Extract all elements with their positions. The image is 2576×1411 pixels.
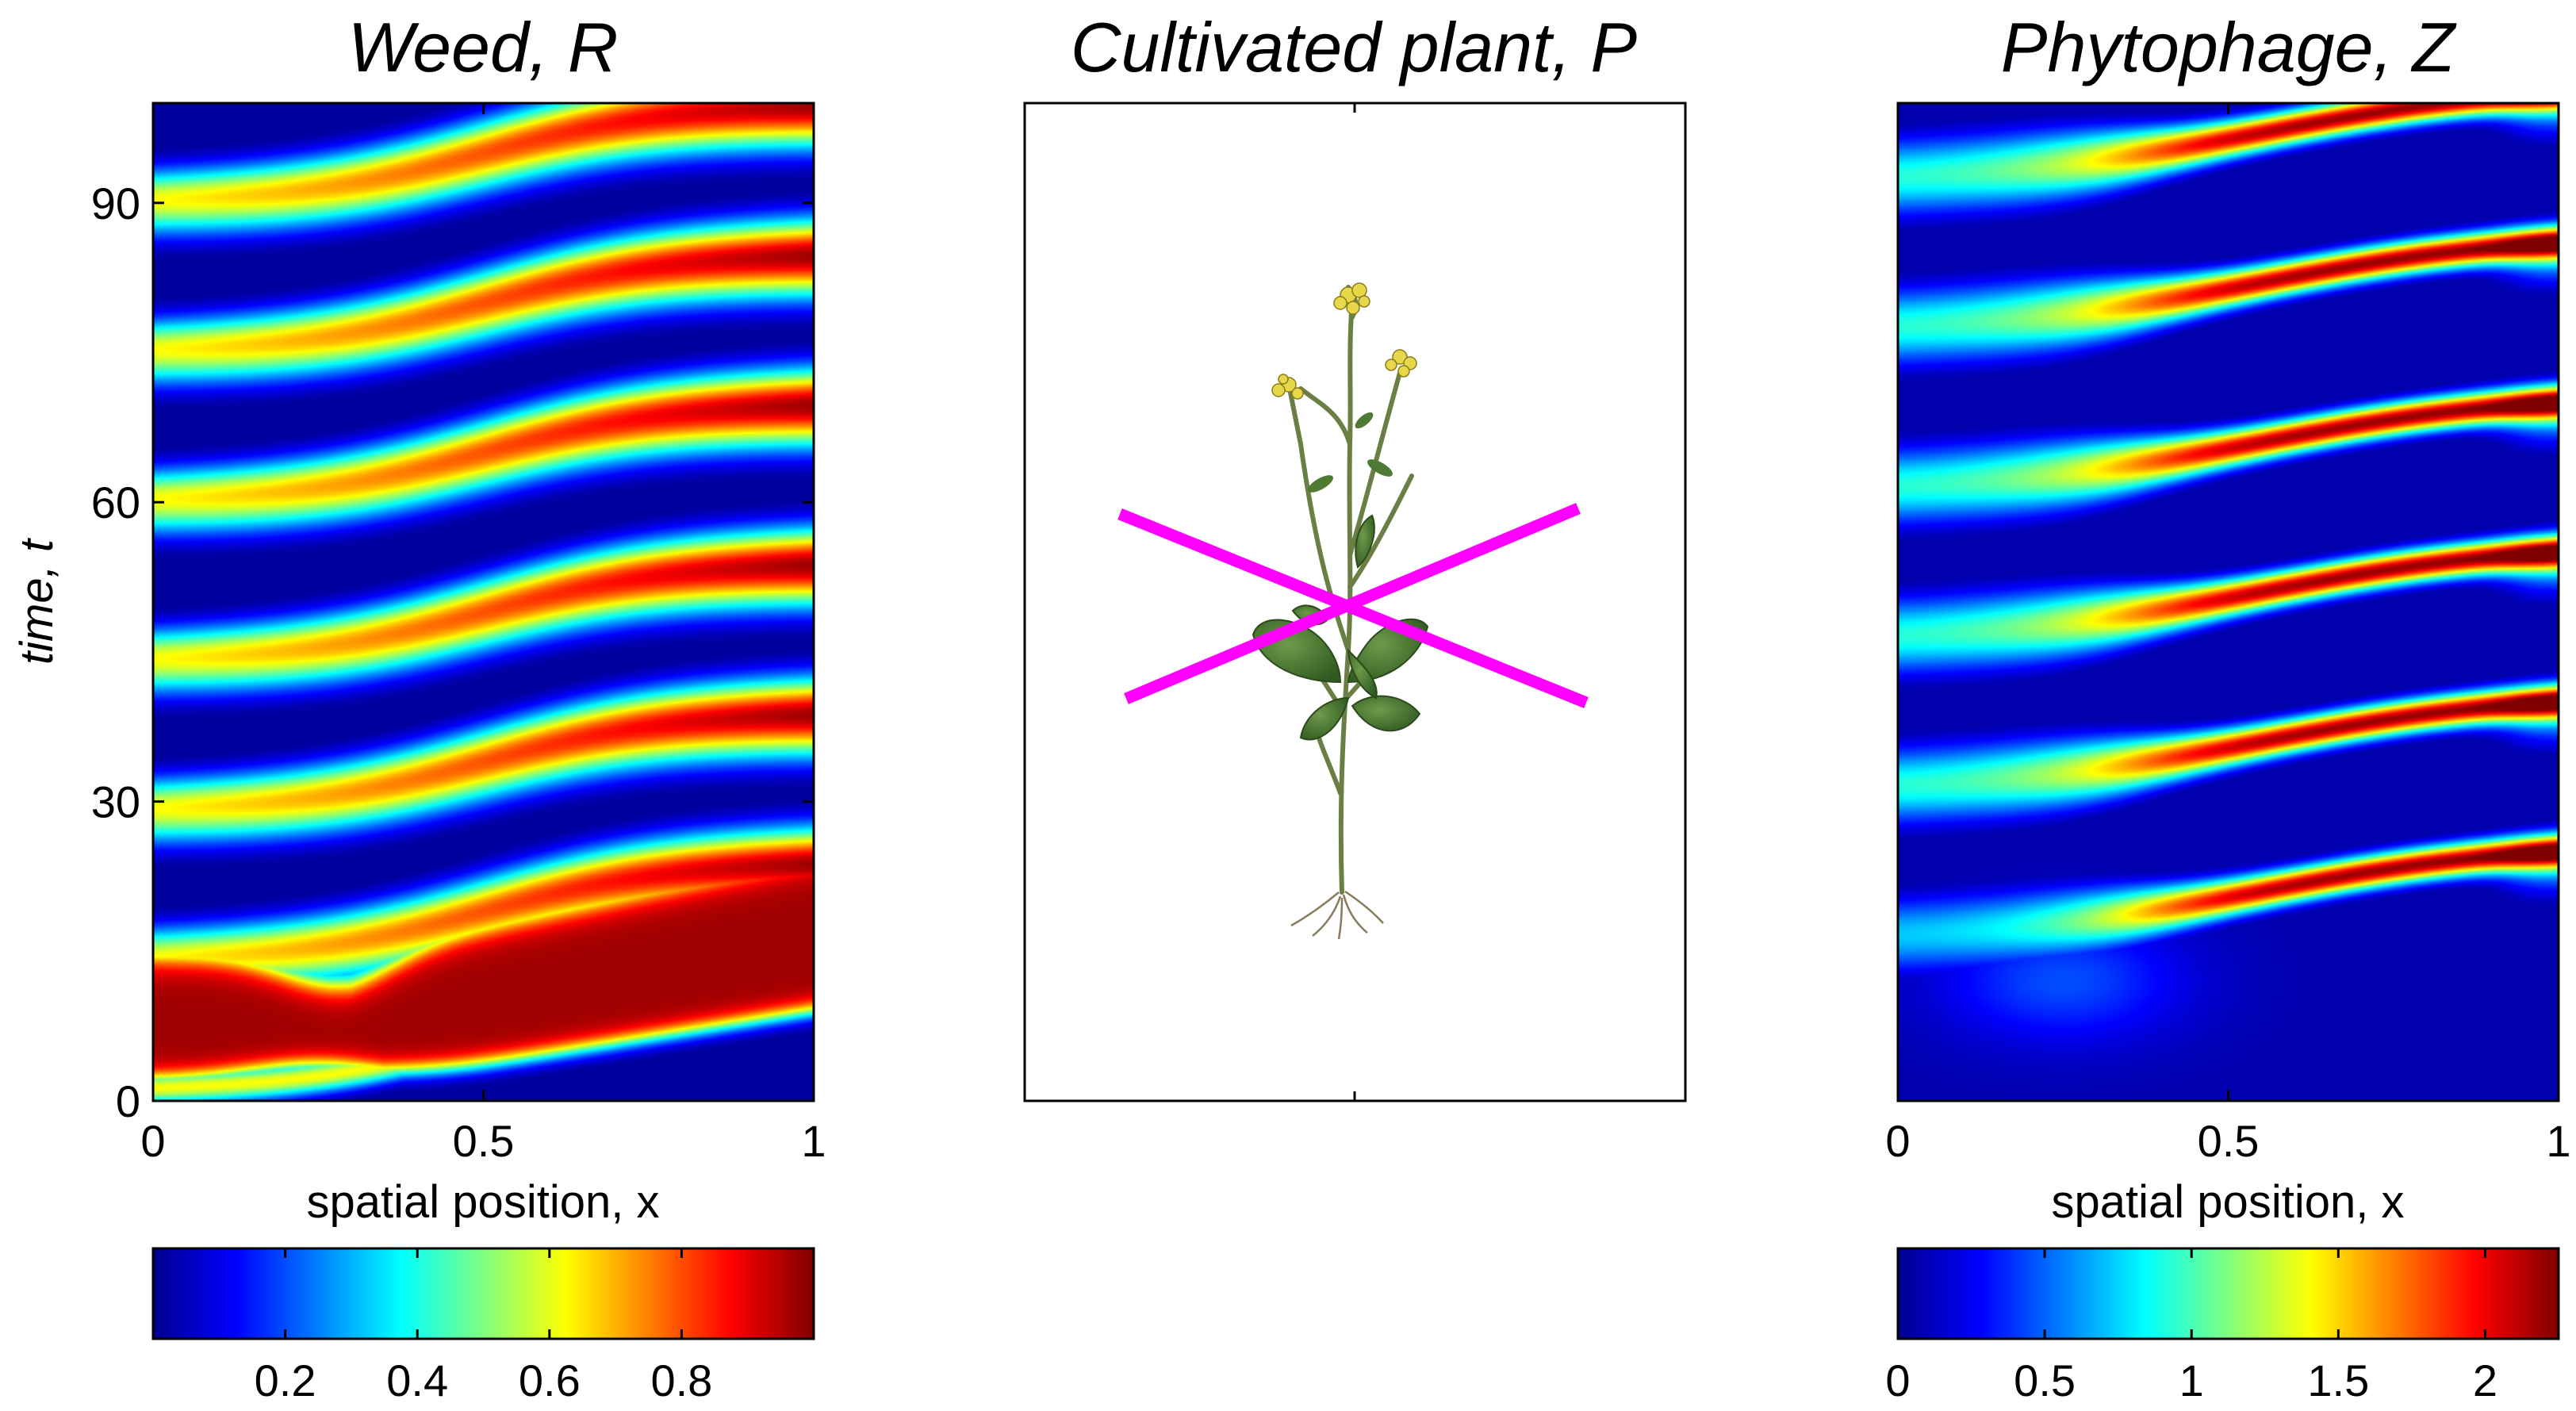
weed-y-axis-label: time, t bbox=[11, 537, 63, 665]
phytophage-colorbar-ticks: 0 0.5 1 1.5 2 bbox=[1885, 1248, 2497, 1405]
phytophage-x-axis-label: spatial position, x bbox=[2052, 1176, 2405, 1228]
weed-x-axis-label: spatial position, x bbox=[307, 1176, 660, 1228]
plant-panel: Cultivated plant, P bbox=[1023, 8, 1687, 1102]
weed-colorbar-tick-label: 0.2 bbox=[255, 1355, 316, 1405]
magenta-cross bbox=[1117, 503, 1589, 708]
phytophage-panel: Phytophage, Z 0 0.5 1 spatial position, x … bbox=[1885, 8, 2570, 1405]
phytophage-x-tick-label: 0.5 bbox=[2198, 1116, 2260, 1166]
phytophage-colorbar-tick-label: 0.5 bbox=[2014, 1355, 2076, 1405]
phytophage-colorbar-tick-label: 1.5 bbox=[2307, 1355, 2369, 1405]
phytophage-title: Phytophage, Z bbox=[2001, 8, 2458, 86]
phytophage-heatmap bbox=[1898, 103, 2559, 1101]
weed-x-tick-label: 0 bbox=[140, 1116, 165, 1166]
weed-y-tick-label: 90 bbox=[91, 178, 140, 228]
phytophage-colorbar-tick-label: 0 bbox=[1885, 1355, 1910, 1405]
phytophage-colorbar-tick-label: 2 bbox=[2473, 1355, 2497, 1405]
weed-title: Weed, R bbox=[348, 8, 619, 86]
weed-colorbar-tick-label: 0.6 bbox=[519, 1355, 581, 1405]
phytophage-x-ticks: 0 0.5 1 bbox=[1885, 103, 2571, 1166]
weed-y-tick-label: 60 bbox=[91, 477, 140, 527]
weed-colorbar-ticks: 0.2 0.4 0.6 0.8 bbox=[255, 1248, 712, 1405]
phytophage-x-tick-label: 1 bbox=[2546, 1116, 2570, 1166]
phytophage-x-tick-label: 0 bbox=[1885, 1116, 1910, 1166]
weed-colorbar bbox=[151, 1247, 815, 1340]
cross-stroke-2 bbox=[1124, 503, 1581, 704]
weed-y-tick-label: 30 bbox=[91, 777, 140, 827]
weed-x-tick-label: 1 bbox=[801, 1116, 826, 1166]
weed-colorbar-tick-label: 0.4 bbox=[386, 1355, 448, 1405]
phytophage-heatmap-image bbox=[1898, 103, 2559, 1101]
phytophage-colorbar-tick-label: 1 bbox=[2179, 1355, 2204, 1405]
weed-heatmap bbox=[153, 103, 814, 1101]
weed-heatmap-image bbox=[153, 103, 814, 1101]
weed-y-ticks: 0 30 60 90 bbox=[91, 178, 814, 1126]
weed-x-tick-label: 0.5 bbox=[453, 1116, 515, 1166]
weed-y-tick-label: 0 bbox=[116, 1076, 140, 1126]
weed-x-ticks: 0 0.5 1 bbox=[140, 103, 826, 1166]
plant-title: Cultivated plant, P bbox=[1071, 8, 1637, 86]
plant-illustration bbox=[1252, 282, 1429, 940]
weed-colorbar-tick-label: 0.8 bbox=[650, 1355, 712, 1405]
phytophage-colorbar bbox=[1896, 1247, 2560, 1340]
